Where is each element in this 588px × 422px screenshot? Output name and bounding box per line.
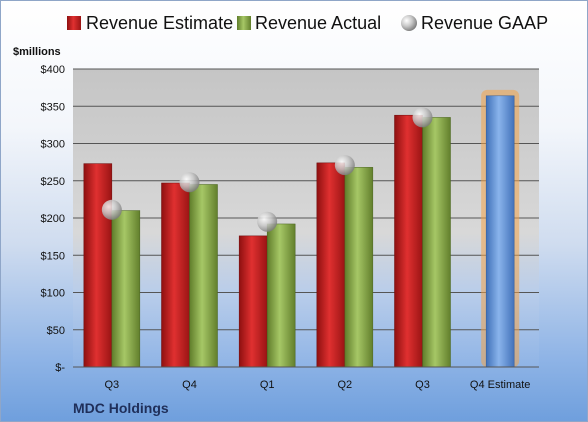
legend-label-revenue-actual: Revenue Actual bbox=[255, 13, 381, 33]
y-tick-label: $- bbox=[55, 362, 65, 374]
legend-swatch-revenue-estimate bbox=[67, 16, 81, 30]
bar-revenue-actual bbox=[266, 223, 296, 368]
marker-revenue-gaap bbox=[257, 211, 278, 232]
x-tick-label: Q3 bbox=[104, 379, 119, 391]
legend-label-revenue-gaap: Revenue GAAP bbox=[421, 13, 548, 33]
bar-revenue-actual bbox=[111, 210, 141, 368]
bar-revenue-actual bbox=[189, 184, 218, 368]
marker-revenue-gaap bbox=[179, 172, 200, 193]
x-tick-label: Q4 bbox=[182, 379, 197, 391]
y-tick-label: $250 bbox=[41, 176, 65, 188]
bar-revenue-estimate bbox=[316, 162, 346, 368]
bar-revenue-estimate bbox=[83, 163, 113, 368]
legend-swatch-revenue-actual bbox=[237, 16, 251, 30]
y-tick-label: $150 bbox=[41, 250, 65, 262]
y-tick-label: $400 bbox=[41, 64, 65, 76]
marker-revenue-gaap bbox=[334, 155, 355, 176]
bar-revenue-estimate bbox=[238, 235, 268, 368]
y-axis-unit-label: $millions bbox=[13, 46, 61, 58]
bar-revenue-actual bbox=[344, 167, 374, 368]
company-name: MDC Holdings bbox=[73, 400, 169, 416]
marker-revenue-gaap bbox=[101, 199, 122, 220]
bar-revenue-actual bbox=[422, 117, 451, 368]
x-tick-label: Q2 bbox=[337, 379, 352, 391]
y-tick-label: $350 bbox=[41, 101, 65, 113]
y-tick-label: $200 bbox=[41, 213, 65, 225]
bar-revenue-estimate bbox=[394, 114, 423, 368]
legend-label-revenue-estimate: Revenue Estimate bbox=[86, 13, 233, 33]
x-tick-label: Q3 bbox=[415, 379, 430, 391]
marker-revenue-gaap bbox=[412, 107, 433, 128]
bar-revenue-estimate bbox=[161, 182, 190, 368]
y-tick-label: $300 bbox=[41, 139, 65, 151]
x-tick-label: Q4 Estimate bbox=[470, 379, 531, 391]
y-tick-label: $50 bbox=[47, 325, 65, 337]
legend-swatch-revenue-gaap bbox=[401, 15, 417, 31]
y-tick-label: $100 bbox=[41, 288, 65, 300]
bar-revenue-estimate-forecast bbox=[485, 95, 515, 368]
x-tick-label: Q1 bbox=[260, 379, 275, 391]
